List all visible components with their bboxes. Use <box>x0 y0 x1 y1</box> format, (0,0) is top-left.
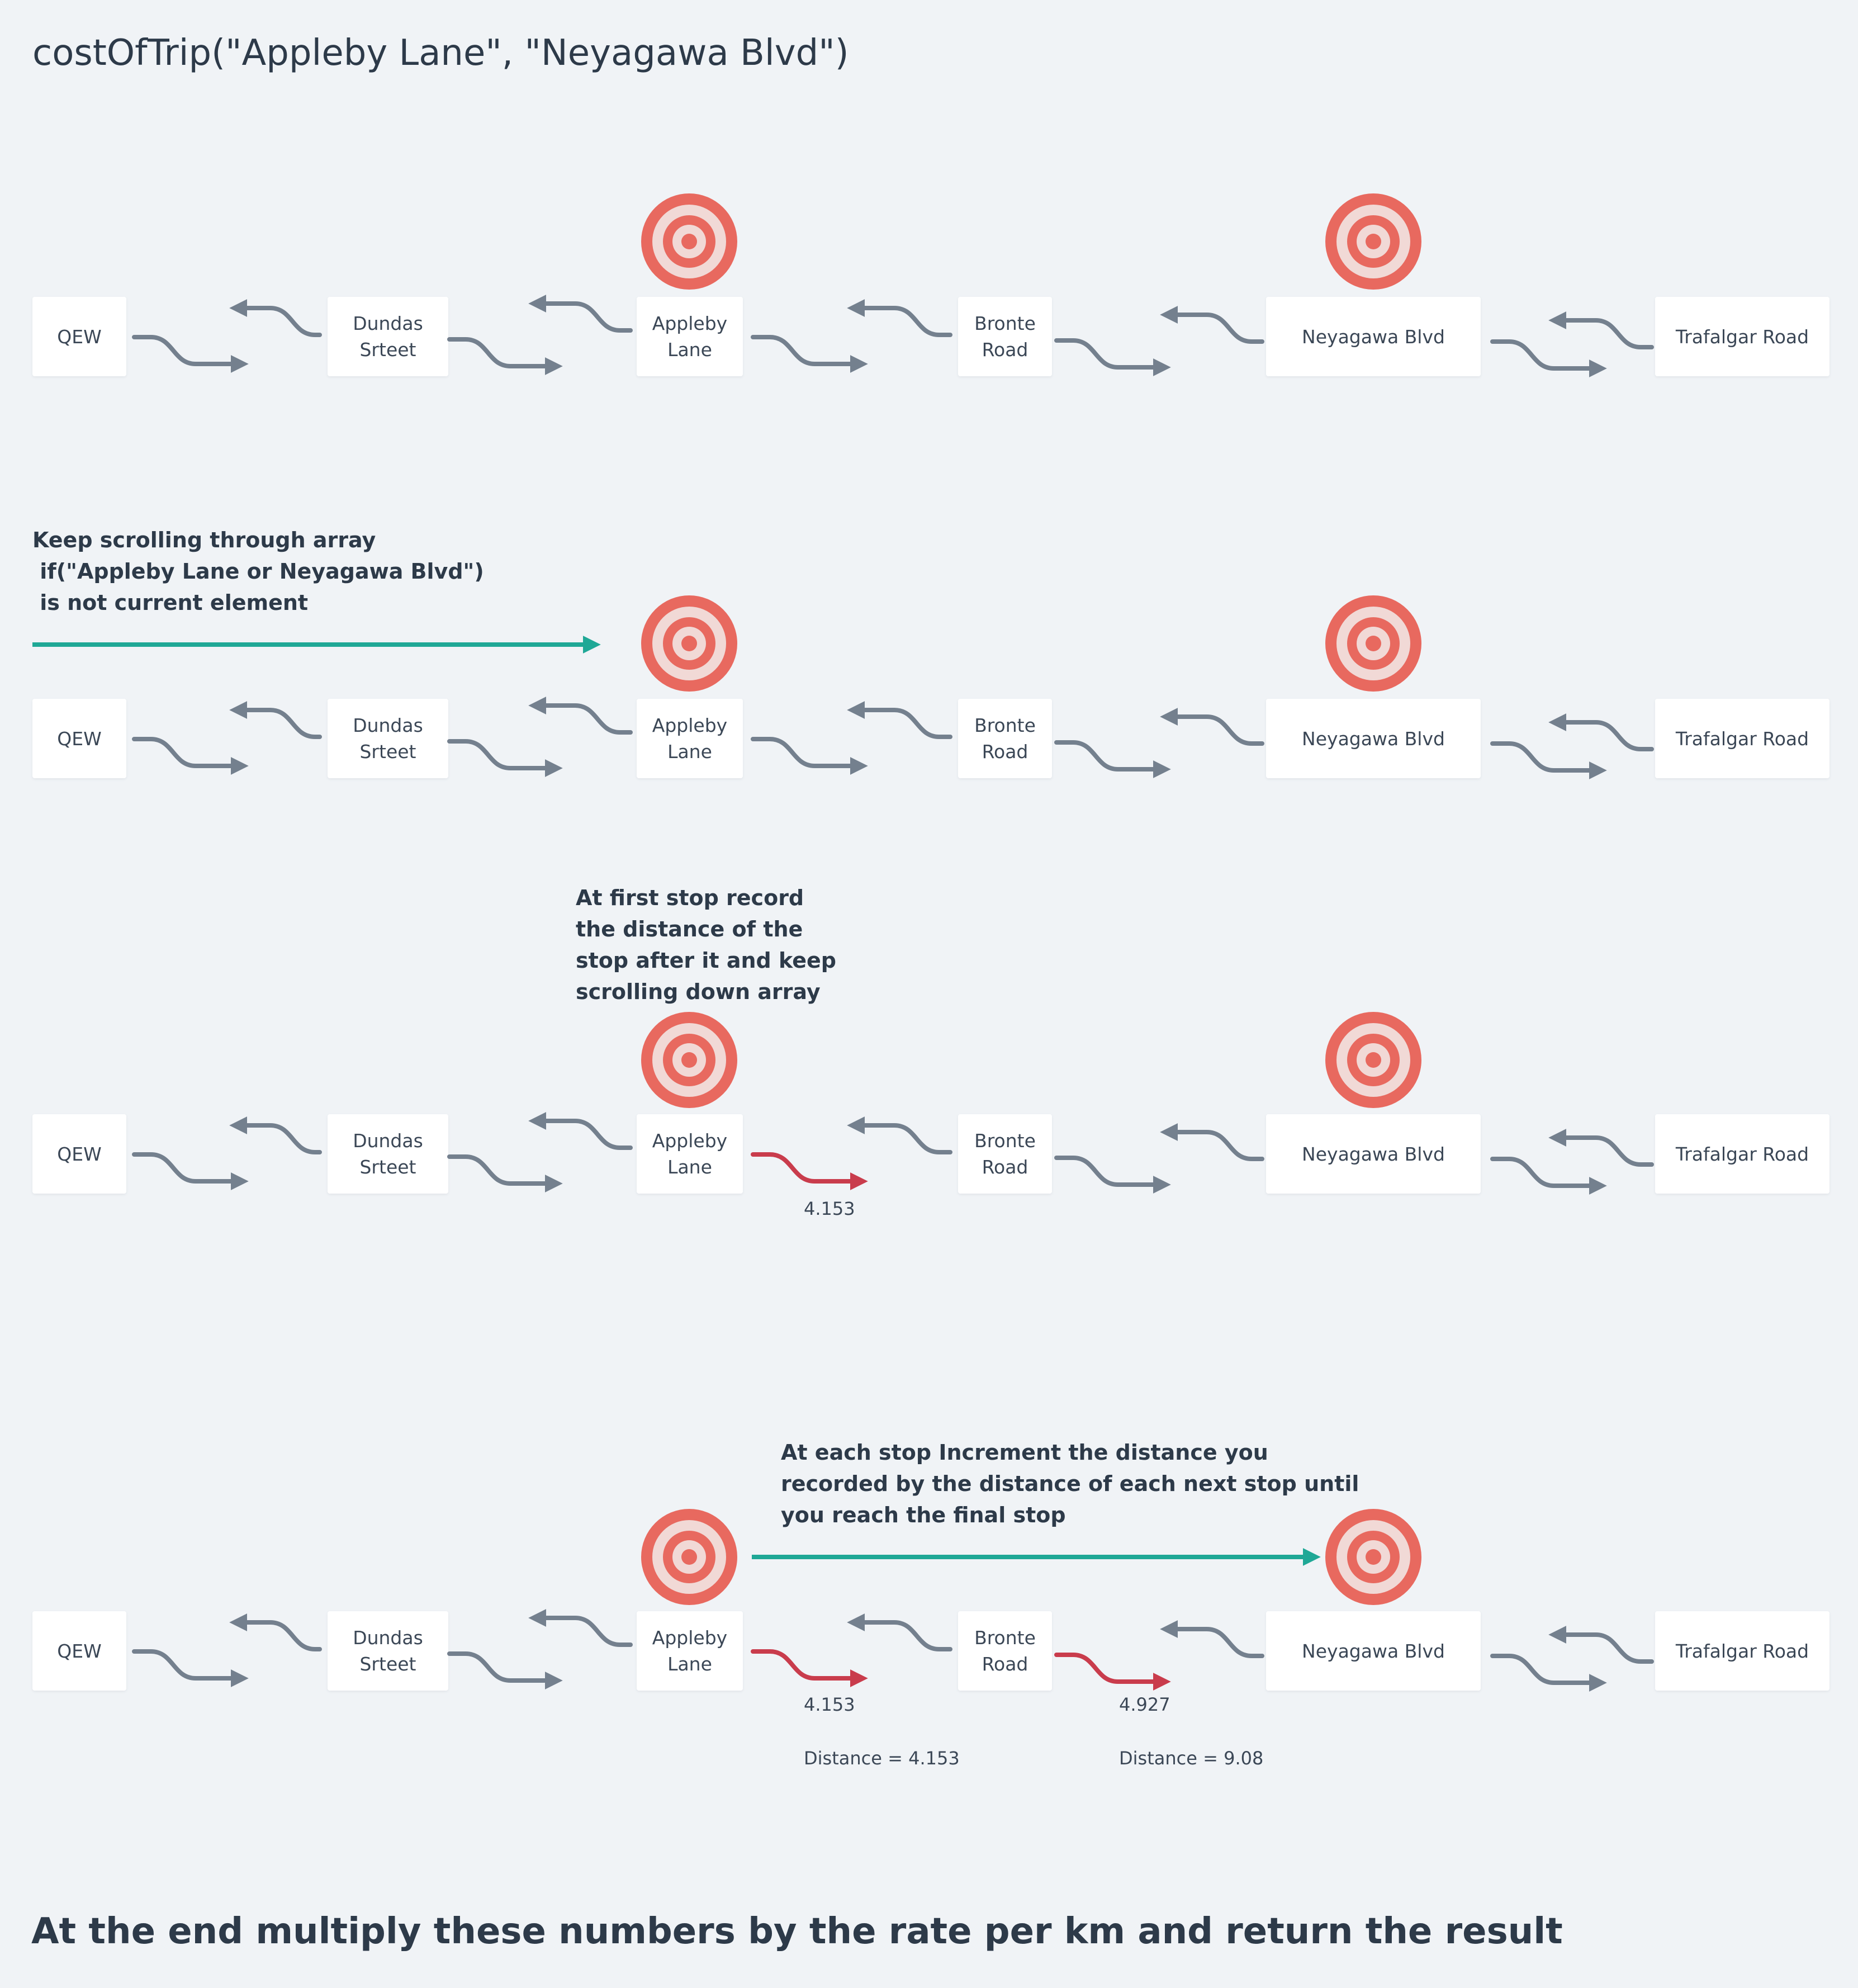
backward-link-arrow <box>1548 311 1654 349</box>
backward-link-arrow <box>229 1116 322 1154</box>
backward-link-arrow <box>229 1613 322 1651</box>
target-center <box>681 234 697 249</box>
step4-note: At each stop Increment the distance you … <box>781 1440 1359 1527</box>
target-center <box>1366 234 1381 249</box>
stop-box-qew: QEW <box>32 1114 126 1194</box>
stop-box-appleby: Appleby Lane <box>637 1114 743 1194</box>
page-title: costOfTrip("Appleby Lane", "Neyagawa Blv… <box>32 32 849 74</box>
forward-link-arrow <box>751 737 868 775</box>
backward-link-arrow <box>847 1116 952 1154</box>
backward-link-arrow <box>528 295 633 333</box>
stop-box-trafalgar: Trafalgar Road <box>1655 1114 1829 1194</box>
stop-box-qew: QEW <box>32 1611 126 1691</box>
forward-link-arrow <box>447 1154 563 1192</box>
stop-box-qew: QEW <box>32 699 126 778</box>
stop-box-appleby: Appleby Lane <box>637 699 743 778</box>
footer-summary: At the end multiply these numbers by the… <box>31 1911 1563 1952</box>
stop-box-trafalgar: Trafalgar Road <box>1655 297 1829 376</box>
backward-link-arrow <box>1160 306 1264 344</box>
stop-box-appleby: Appleby Lane <box>637 1611 743 1691</box>
backward-link-arrow <box>528 1112 633 1150</box>
stop-box-dundas: Dundas Srteet <box>328 1114 448 1194</box>
forward-link-arrow <box>1054 338 1171 376</box>
backward-link-arrow <box>229 299 322 337</box>
segment-distance-label: 4.927 <box>1119 1694 1170 1715</box>
backward-link-arrow <box>229 701 322 739</box>
stop-box-bronte: Bronte Road <box>958 297 1052 376</box>
forward-link-arrow <box>1490 741 1607 779</box>
stop-box-dundas: Dundas Srteet <box>328 699 448 778</box>
backward-link-arrow <box>1160 708 1264 746</box>
backward-link-arrow <box>847 299 952 337</box>
forward-link-arrow <box>1054 1653 1171 1691</box>
step3-note: At first stop record the distance of the… <box>576 886 836 1004</box>
stop-box-neyagawa: Neyagawa Blvd <box>1266 699 1481 778</box>
backward-link-arrow <box>1160 1123 1264 1161</box>
backward-link-arrow <box>1160 1620 1264 1658</box>
backward-link-arrow <box>1548 713 1654 751</box>
running-total-label: Distance = 4.153 <box>804 1748 960 1769</box>
stop-box-bronte: Bronte Road <box>958 1114 1052 1194</box>
forward-link-arrow <box>132 1649 249 1687</box>
stop-box-trafalgar: Trafalgar Road <box>1655 699 1829 778</box>
target-center <box>1366 1052 1381 1068</box>
forward-link-arrow <box>1054 740 1171 778</box>
forward-link-arrow <box>132 737 249 775</box>
backward-link-arrow <box>847 701 952 739</box>
step2-note: Keep scrolling through array if("Appleby… <box>32 528 484 615</box>
backward-link-arrow <box>1548 1626 1654 1664</box>
segment-distance-label: 4.153 <box>804 1198 855 1219</box>
target-center <box>1366 1549 1381 1565</box>
target-center <box>681 636 697 651</box>
forward-link-arrow <box>132 1152 249 1190</box>
forward-link-arrow <box>751 335 868 373</box>
forward-link-arrow <box>1490 339 1607 377</box>
forward-link-arrow <box>1490 1654 1607 1692</box>
forward-link-arrow <box>751 1152 868 1190</box>
stop-box-bronte: Bronte Road <box>958 699 1052 778</box>
stop-box-neyagawa: Neyagawa Blvd <box>1266 1114 1481 1194</box>
target-center <box>1366 636 1381 651</box>
backward-link-arrow <box>528 697 633 735</box>
forward-link-arrow <box>1490 1157 1607 1195</box>
stop-box-neyagawa: Neyagawa Blvd <box>1266 1611 1481 1691</box>
target-center <box>681 1549 697 1565</box>
segment-distance-label: 4.153 <box>804 1694 855 1715</box>
stop-box-qew: QEW <box>32 297 126 376</box>
stop-box-dundas: Dundas Srteet <box>328 297 448 376</box>
backward-link-arrow <box>528 1609 633 1647</box>
backward-link-arrow <box>847 1613 952 1651</box>
forward-link-arrow <box>447 1651 563 1689</box>
forward-link-arrow <box>1054 1156 1171 1194</box>
stop-box-trafalgar: Trafalgar Road <box>1655 1611 1829 1691</box>
forward-link-arrow <box>447 739 563 777</box>
forward-link-arrow <box>751 1649 868 1687</box>
target-center <box>681 1052 697 1068</box>
stop-box-appleby: Appleby Lane <box>637 297 743 376</box>
stop-box-neyagawa: Neyagawa Blvd <box>1266 297 1481 376</box>
backward-link-arrow <box>1548 1129 1654 1167</box>
forward-link-arrow <box>447 337 563 375</box>
stop-box-bronte: Bronte Road <box>958 1611 1052 1691</box>
stop-box-dundas: Dundas Srteet <box>328 1611 448 1691</box>
running-total-label: Distance = 9.08 <box>1119 1748 1264 1769</box>
forward-link-arrow <box>132 335 249 373</box>
